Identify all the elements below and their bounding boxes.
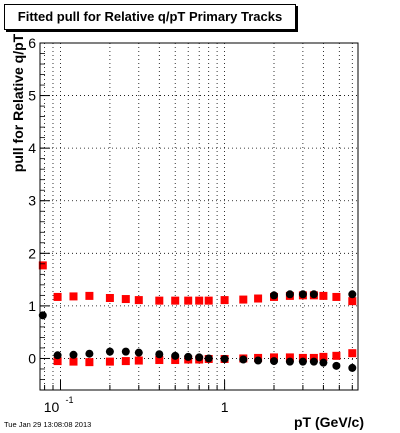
data-point-square	[348, 297, 357, 306]
data-point-square	[184, 296, 193, 305]
data-point-square	[319, 352, 328, 361]
data-point-circle	[220, 354, 229, 363]
data-point-circle	[85, 349, 94, 358]
timestamp: Tue Jan 29 13:08:08 2013	[4, 420, 92, 429]
data-point-circle	[298, 357, 307, 366]
data-point-circle	[270, 291, 279, 300]
y-tick-label: 3	[28, 193, 36, 209]
data-point-square	[348, 349, 357, 358]
data-point-square	[38, 261, 47, 270]
data-point-square	[134, 356, 143, 365]
data-point-circle	[348, 290, 357, 299]
data-point-circle	[134, 348, 143, 357]
data-point-square	[204, 296, 213, 305]
data-point-circle	[332, 361, 341, 370]
y-tick-label: 0	[28, 350, 36, 366]
y-axis-label: pull for Relative q/pT	[10, 33, 26, 173]
data-point-circle	[195, 353, 204, 362]
x-tick-label: 10	[44, 399, 60, 415]
x-tick-label-exponent: -1	[66, 395, 74, 405]
grid	[40, 43, 358, 390]
y-tick-label: 2	[28, 245, 36, 261]
data-point-circle	[309, 357, 318, 366]
data-point-square	[85, 291, 94, 300]
data-point-square	[239, 295, 248, 304]
x-tick-label: 1	[221, 399, 229, 415]
data-point-circle	[184, 352, 193, 361]
data-point-circle	[348, 363, 357, 372]
data-point-square	[319, 291, 328, 300]
data-point-square	[155, 296, 164, 305]
data-point-circle	[285, 357, 294, 366]
y-tick-label: 1	[28, 298, 36, 314]
data-points	[38, 261, 357, 372]
data-point-square	[254, 294, 263, 303]
data-point-circle	[254, 356, 263, 365]
data-point-circle	[38, 311, 47, 320]
data-point-circle	[319, 358, 328, 367]
data-point-square	[285, 353, 294, 362]
data-point-square	[85, 358, 94, 367]
data-point-circle	[121, 347, 130, 356]
data-point-circle	[239, 355, 248, 364]
data-point-square	[53, 292, 62, 301]
data-point-square	[134, 296, 143, 305]
data-point-circle	[270, 357, 279, 366]
axes: 0 1 2 3 4 5 6 10 -1 1	[28, 35, 359, 415]
chart-title: Fitted pull for Relative q/pT Primary Tr…	[17, 9, 283, 24]
data-point-circle	[171, 351, 180, 360]
data-point-square	[69, 292, 78, 301]
data-point-square	[121, 357, 130, 366]
x-axis-label: pT (GeV/c)	[293, 414, 364, 430]
data-point-square	[332, 351, 341, 360]
data-point-square	[195, 296, 204, 305]
data-point-square	[69, 357, 78, 366]
data-point-circle	[105, 347, 114, 356]
y-tick-label: 5	[28, 88, 36, 104]
data-point-square	[121, 295, 130, 304]
data-point-circle	[53, 351, 62, 360]
data-point-square	[53, 357, 62, 366]
data-point-circle	[155, 350, 164, 359]
data-point-square	[155, 356, 164, 365]
data-point-square	[105, 357, 114, 366]
data-point-square	[171, 296, 180, 305]
data-point-circle	[285, 290, 294, 299]
chart-title-box: Fitted pull for Relative q/pT Primary Tr…	[4, 4, 296, 30]
data-point-circle	[309, 290, 318, 299]
data-point-circle	[204, 354, 213, 363]
data-point-circle	[69, 350, 78, 359]
data-point-circle	[298, 290, 307, 299]
data-point-square	[332, 292, 341, 301]
data-point-square	[171, 356, 180, 365]
data-point-square	[105, 293, 114, 302]
y-tick-label: 4	[28, 140, 36, 156]
data-point-square	[220, 296, 229, 305]
y-tick-label: 6	[28, 35, 36, 51]
